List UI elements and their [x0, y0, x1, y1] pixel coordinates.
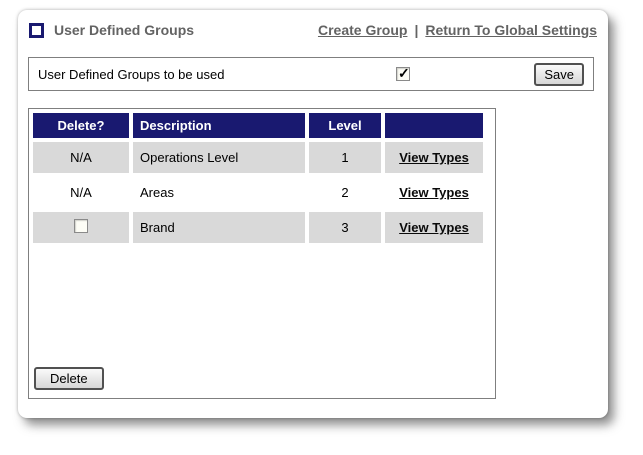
cell-actions: View Types [385, 142, 483, 173]
table-row: N/A Areas 2 View Types [33, 177, 483, 208]
groups-table: Delete? Description Level N/A Operations… [29, 109, 487, 247]
cell-description: Brand [133, 212, 305, 243]
header-links: Create Group | Return To Global Settings [318, 22, 597, 38]
cell-delete [33, 212, 129, 243]
settings-bar-label: User Defined Groups to be used [38, 66, 225, 82]
table-row: Brand 3 View Types [33, 212, 483, 243]
cell-actions: View Types [385, 177, 483, 208]
cell-description: Areas [140, 185, 174, 200]
cell-level: 1 [309, 142, 381, 173]
settings-bar: User Defined Groups to be used Save [28, 57, 594, 91]
table-header-row: Delete? Description Level [33, 113, 483, 138]
table-row: N/A Operations Level 1 View Types [33, 142, 483, 173]
column-header-actions [385, 113, 483, 138]
column-header-level: Level [309, 113, 381, 138]
cell-actions: View Types [385, 212, 483, 243]
save-button[interactable]: Save [534, 62, 584, 86]
cell-level: 2 [341, 185, 349, 200]
window-header: User Defined Groups Create Group | Retur… [29, 22, 597, 38]
groups-enabled-checkbox[interactable] [396, 65, 410, 82]
row-delete-checkbox[interactable] [74, 219, 88, 233]
view-types-link[interactable]: View Types [399, 220, 469, 235]
view-types-link[interactable]: View Types [399, 150, 469, 165]
cell-description: Operations Level [133, 142, 305, 173]
create-group-link[interactable]: Create Group [317, 22, 408, 38]
view-types-link[interactable]: View Types [399, 185, 469, 200]
column-header-description: Description [133, 113, 305, 138]
return-to-global-settings-link[interactable]: Return To Global Settings [425, 22, 597, 38]
column-header-delete: Delete? [33, 113, 129, 138]
page-title: User Defined Groups [54, 22, 195, 38]
groups-table-container: Delete? Description Level N/A Operations… [28, 108, 496, 399]
link-separator: | [414, 22, 419, 38]
user-defined-groups-window: User Defined Groups Create Group | Retur… [18, 10, 608, 418]
cell-delete: N/A [70, 185, 92, 200]
cell-delete: N/A [33, 142, 129, 173]
group-checkbox-icon [29, 22, 44, 38]
delete-button[interactable]: Delete [34, 367, 104, 390]
cell-level: 3 [309, 212, 381, 243]
